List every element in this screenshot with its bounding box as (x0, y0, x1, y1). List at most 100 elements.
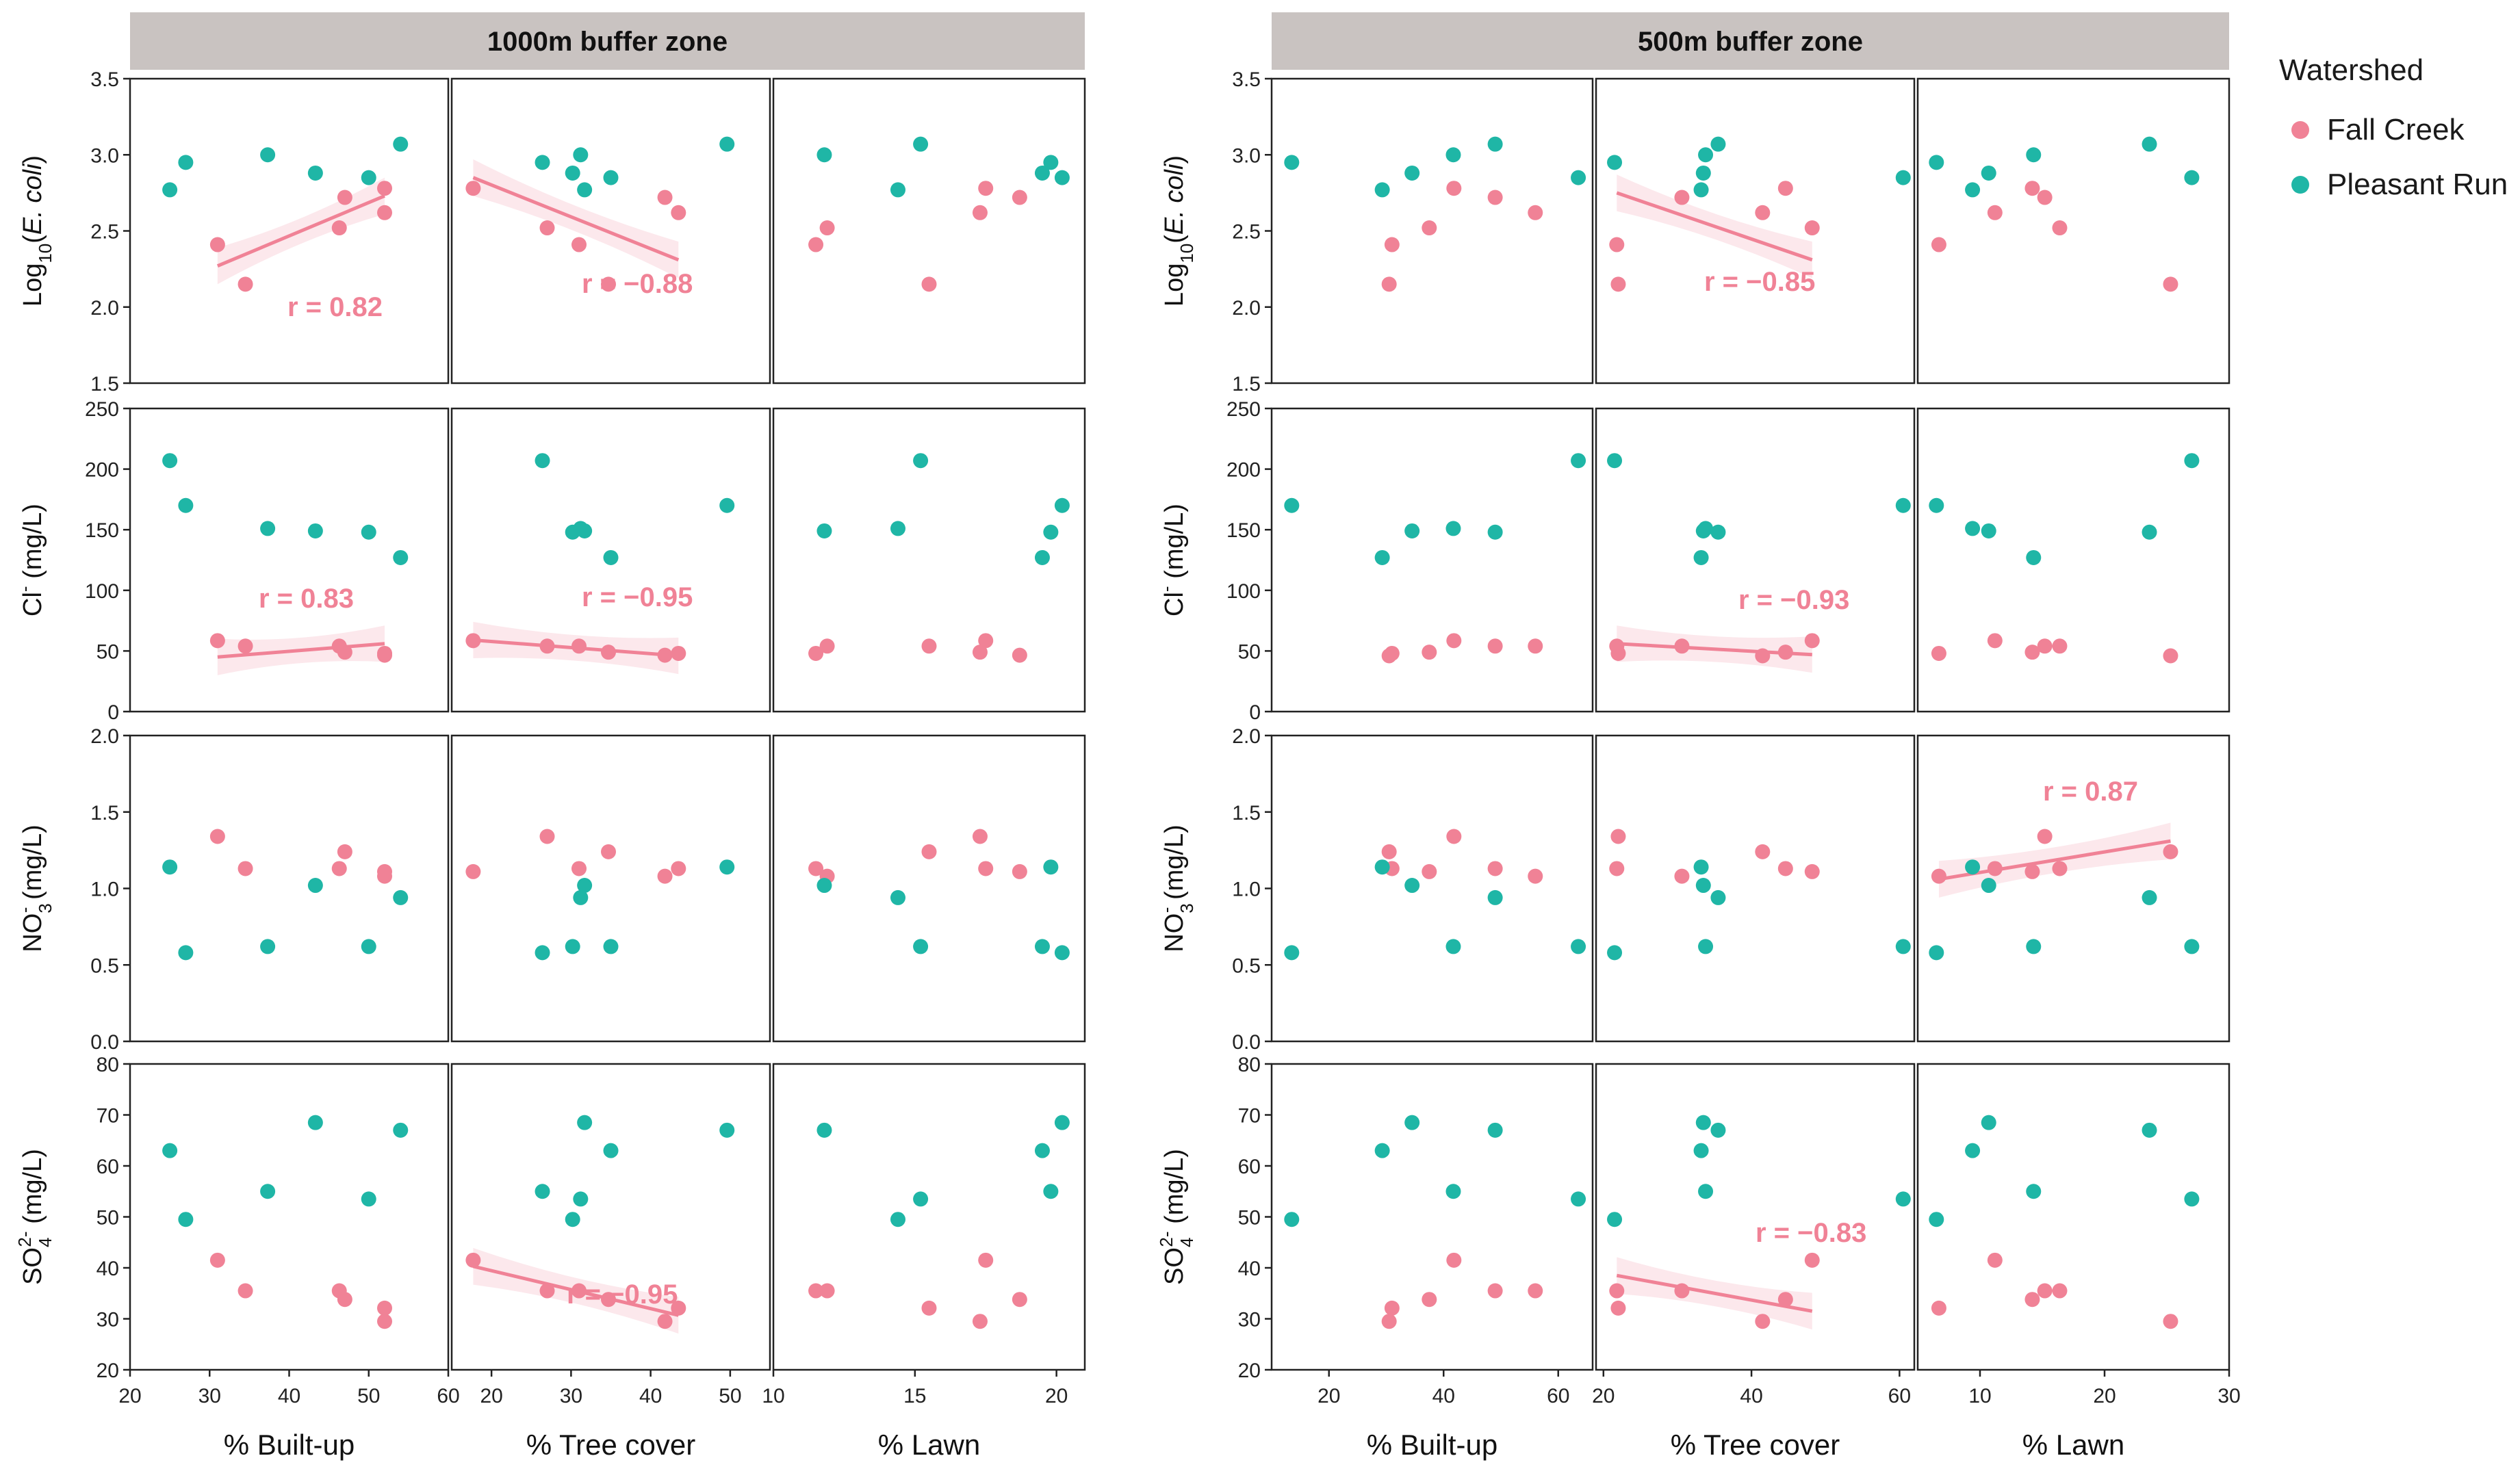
fall-creek-point (819, 1283, 835, 1299)
fall-creek-point (671, 205, 686, 220)
y-tick-label: 50 (97, 1207, 119, 1230)
pleasant-run-point (1710, 524, 1726, 540)
y-axis-label: Log10(E. coli) (1160, 155, 1197, 307)
fall-creek-point (1674, 638, 1690, 654)
y-tick-label: 0.0 (90, 1031, 119, 1054)
fall-creek-point (1610, 829, 1626, 844)
x-tick-label: 50 (357, 1385, 380, 1407)
legend-item-pleasant-run: Pleasant Run (2279, 157, 2508, 212)
pleasant-run-point (603, 1143, 619, 1158)
pleasant-run-point (178, 155, 194, 170)
fall-creek-point (1487, 861, 1503, 876)
fall-creek-point (209, 1252, 225, 1268)
pleasant-run-point (719, 1122, 735, 1138)
y-tick-label: 100 (85, 580, 119, 603)
pleasant-run-point (2142, 136, 2157, 152)
fit-line (1616, 191, 1813, 262)
fall-creek-point (978, 1252, 994, 1268)
fall-creek-point (972, 1314, 988, 1329)
pleasant-run-point (1487, 136, 1503, 152)
y-tick-label: 2.5 (90, 221, 119, 244)
panel-frame (1595, 1063, 1916, 1371)
pleasant-run-point (1374, 549, 1390, 565)
x-tick-label: 30 (560, 1385, 582, 1407)
pleasant-run-point (1895, 497, 1911, 513)
pleasant-run-point (1710, 889, 1726, 905)
pleasant-run-point (1965, 859, 1981, 875)
fall-creek-point (1487, 190, 1503, 205)
x-tick-label: 30 (198, 1385, 221, 1407)
pleasant-run-point (260, 147, 276, 163)
fall-creek-point (209, 633, 225, 649)
pleasant-run-point (913, 939, 929, 954)
fall-creek-point (337, 1292, 352, 1308)
pleasant-run-point (393, 549, 409, 565)
pleasant-run-point (1929, 155, 1944, 170)
pleasant-run-point (1981, 878, 1996, 894)
pleasant-run-point (361, 524, 376, 540)
facet-header-title: 500m buffer zone (1638, 27, 1863, 57)
fall-creek-point (921, 1300, 937, 1316)
pleasant-run-point (1981, 523, 1996, 538)
x-axis-label: % Lawn (878, 1429, 980, 1461)
facet-group-1000m: 1000m buffer zone Log10(E. coli) 1.5 2.0 2.5… (14, 12, 1086, 1461)
fall-creek-point (657, 647, 673, 663)
pleasant-run-point (565, 165, 580, 181)
fall-creek-point (209, 829, 225, 844)
fall-creek-point (1012, 647, 1027, 663)
fall-creek-point (571, 638, 587, 654)
fall-creek-point (2024, 645, 2040, 660)
fall-creek-point (1384, 237, 1400, 252)
pleasant-run-point (1054, 1115, 1070, 1130)
pleasant-run-point (913, 136, 929, 152)
fall-creek-point (808, 861, 824, 876)
pleasant-run-point (817, 523, 832, 538)
y-tick-label: 150 (85, 519, 119, 542)
fall-creek-point (1528, 1283, 1543, 1299)
fall-creek-point (978, 633, 994, 649)
pleasant-run-point (817, 1122, 832, 1138)
pleasant-run-point (577, 523, 593, 538)
x-tick-label: 15 (903, 1385, 926, 1407)
y-tick-label: 50 (1238, 1207, 1261, 1230)
correlation-label: r = 0.83 (259, 584, 354, 614)
fall-creek-point (1609, 1283, 1625, 1299)
pleasant-run-point (307, 523, 323, 538)
fall-creek-point (921, 844, 937, 859)
panel-frame (129, 734, 450, 1043)
correlation-label: r = −0.83 (1756, 1218, 1866, 1248)
pleasant-run-point (1374, 1143, 1390, 1158)
y-tick-label: 1.5 (1232, 373, 1261, 395)
pleasant-run-point (1043, 1184, 1059, 1199)
y-axis-label: NO3- (mg/L) (14, 824, 55, 952)
fall-creek-point (1610, 1300, 1626, 1316)
panel-frame (772, 1063, 1086, 1371)
fall-creek-point (2052, 1283, 2068, 1299)
pleasant-run-point (2184, 1191, 2200, 1207)
fall-creek-point (2163, 844, 2178, 859)
fall-creek-point (1528, 868, 1543, 884)
fall-creek-point (601, 645, 617, 660)
pleasant-run-point (913, 453, 929, 469)
y-tick-label: 50 (97, 640, 119, 663)
x-tick-label: 10 (762, 1385, 784, 1407)
fall-creek-point (1755, 844, 1771, 859)
fall-creek-point (972, 645, 988, 660)
x-tick-label: 20 (480, 1385, 502, 1407)
legend: Watershed Fall Creek Pleasant Run (2279, 53, 2508, 212)
pleasant-run-point (1043, 524, 1059, 540)
pleasant-run-point (603, 939, 619, 954)
fall-creek-point (337, 844, 352, 859)
x-tick-label: 40 (1432, 1385, 1455, 1407)
panel-frame (1270, 407, 1594, 713)
pleasant-run-point (1284, 1212, 1300, 1227)
pleasant-run-point (1487, 889, 1503, 905)
y-tick-label: 3.5 (1232, 68, 1261, 91)
pleasant-run-point (1965, 1143, 1981, 1158)
fall-creek-point (1674, 190, 1690, 205)
y-tick-label: 60 (97, 1156, 119, 1178)
fall-creek-point (808, 1283, 824, 1299)
fall-creek-point (978, 181, 994, 196)
y-tick-label: 0.0 (1232, 1031, 1261, 1054)
y-tick-label: 150 (1226, 519, 1261, 542)
